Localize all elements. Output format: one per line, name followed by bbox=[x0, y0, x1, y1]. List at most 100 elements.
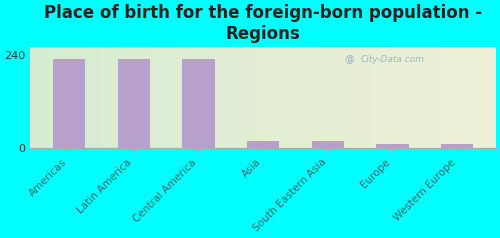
Bar bbox=[235, 47, 238, 148]
Bar bbox=[349, 47, 352, 148]
Bar bbox=[347, 47, 349, 148]
Bar bbox=[247, 47, 249, 148]
Bar bbox=[60, 47, 63, 148]
Bar bbox=[182, 59, 214, 148]
Bar bbox=[416, 47, 419, 148]
Bar bbox=[212, 47, 214, 148]
Bar bbox=[228, 47, 230, 148]
Bar bbox=[470, 47, 472, 148]
Bar bbox=[38, 47, 40, 148]
Bar bbox=[91, 47, 93, 148]
Bar bbox=[472, 47, 475, 148]
Bar bbox=[216, 47, 219, 148]
Bar bbox=[110, 47, 112, 148]
Bar bbox=[389, 47, 391, 148]
Bar bbox=[312, 141, 344, 148]
Bar bbox=[358, 47, 361, 148]
Bar bbox=[340, 47, 342, 148]
Bar bbox=[72, 47, 74, 148]
Bar bbox=[405, 47, 407, 148]
Bar bbox=[489, 47, 491, 148]
Bar bbox=[249, 47, 252, 148]
Bar bbox=[372, 47, 375, 148]
Bar bbox=[207, 47, 210, 148]
Bar bbox=[326, 47, 328, 148]
Bar bbox=[191, 47, 193, 148]
Bar bbox=[126, 47, 128, 148]
Bar bbox=[312, 47, 314, 148]
Bar bbox=[454, 47, 456, 148]
Bar bbox=[82, 47, 84, 148]
Bar bbox=[142, 47, 144, 148]
Bar bbox=[322, 47, 324, 148]
Bar bbox=[291, 47, 294, 148]
Bar bbox=[77, 47, 79, 148]
Bar bbox=[221, 47, 224, 148]
Bar bbox=[114, 47, 116, 148]
Bar bbox=[44, 47, 46, 148]
Bar bbox=[482, 47, 484, 148]
Bar bbox=[354, 47, 356, 148]
Bar bbox=[174, 47, 177, 148]
Bar bbox=[335, 47, 338, 148]
Title: Place of birth for the foreign-born population -
Regions: Place of birth for the foreign-born popu… bbox=[44, 4, 482, 43]
Bar bbox=[112, 47, 114, 148]
Bar bbox=[32, 47, 35, 148]
Bar bbox=[88, 47, 91, 148]
Bar bbox=[177, 47, 180, 148]
Bar bbox=[400, 47, 402, 148]
Bar bbox=[410, 47, 412, 148]
Bar bbox=[156, 47, 158, 148]
Bar bbox=[266, 47, 268, 148]
Bar bbox=[433, 47, 436, 148]
Bar bbox=[396, 47, 398, 148]
Bar bbox=[188, 47, 191, 148]
Bar bbox=[466, 47, 468, 148]
Bar bbox=[316, 47, 319, 148]
Bar bbox=[182, 47, 184, 148]
Bar bbox=[116, 47, 118, 148]
Bar bbox=[226, 47, 228, 148]
Bar bbox=[270, 47, 272, 148]
Bar bbox=[438, 47, 440, 148]
Bar bbox=[344, 47, 347, 148]
Bar bbox=[386, 47, 389, 148]
Bar bbox=[440, 47, 442, 148]
Bar bbox=[219, 47, 221, 148]
Bar bbox=[436, 47, 438, 148]
Bar bbox=[428, 47, 430, 148]
Bar bbox=[202, 47, 205, 148]
Bar bbox=[298, 47, 300, 148]
Bar bbox=[491, 47, 494, 148]
Text: @: @ bbox=[344, 55, 354, 64]
Bar bbox=[210, 47, 212, 148]
Bar bbox=[105, 47, 107, 148]
Bar bbox=[375, 47, 377, 148]
Bar bbox=[430, 47, 433, 148]
Bar bbox=[124, 47, 126, 148]
Bar bbox=[324, 47, 326, 148]
Bar bbox=[258, 47, 260, 148]
Bar bbox=[180, 47, 182, 148]
Bar bbox=[238, 47, 240, 148]
Bar bbox=[102, 47, 105, 148]
Bar bbox=[370, 47, 372, 148]
Bar bbox=[200, 47, 202, 148]
Bar bbox=[56, 47, 58, 148]
Bar bbox=[35, 47, 37, 148]
Bar bbox=[352, 47, 354, 148]
Bar bbox=[100, 47, 102, 148]
Bar bbox=[233, 47, 235, 148]
Bar bbox=[363, 47, 366, 148]
Bar bbox=[319, 47, 321, 148]
Bar bbox=[274, 47, 277, 148]
Bar bbox=[224, 47, 226, 148]
Bar bbox=[398, 47, 400, 148]
Bar bbox=[382, 47, 384, 148]
Bar bbox=[441, 144, 473, 148]
Bar bbox=[477, 47, 480, 148]
Bar bbox=[426, 47, 428, 148]
Bar bbox=[480, 47, 482, 148]
Bar bbox=[74, 47, 77, 148]
Bar bbox=[65, 47, 68, 148]
